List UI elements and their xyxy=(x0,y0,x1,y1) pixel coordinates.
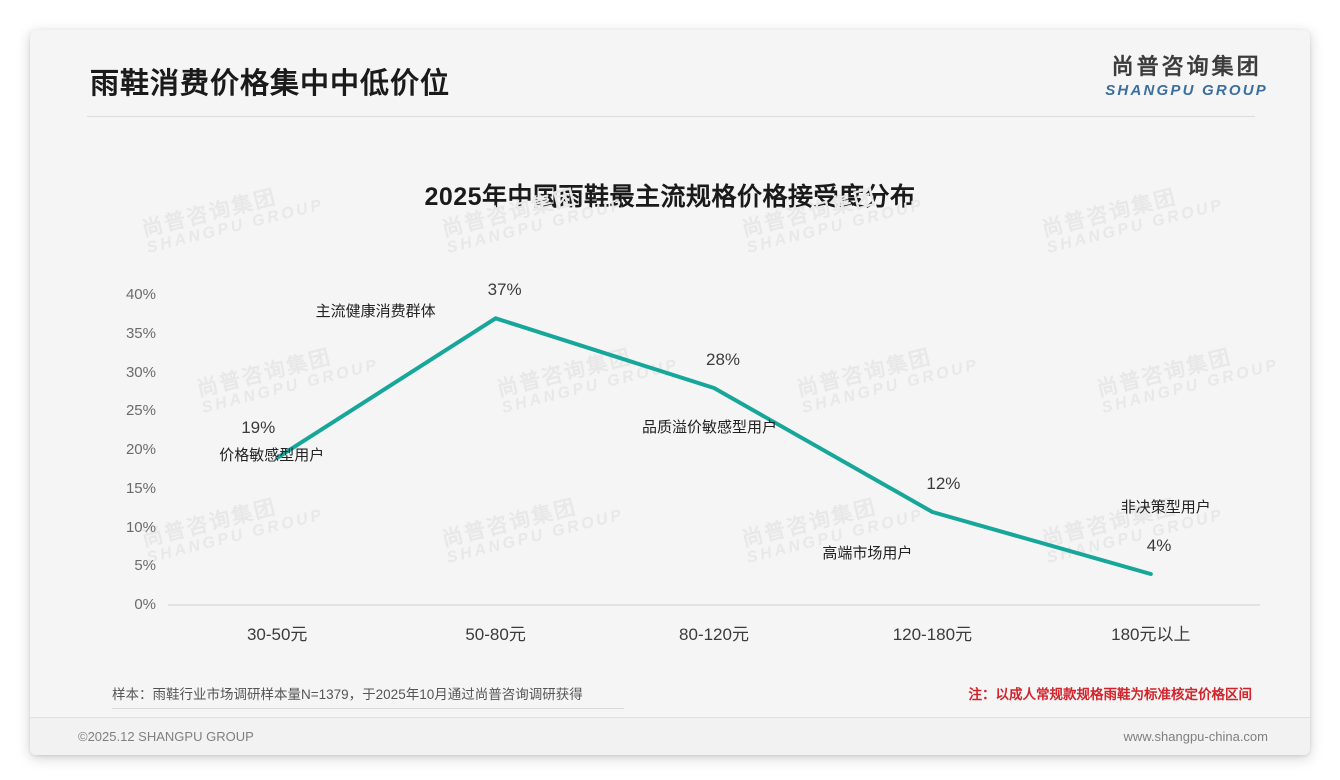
data-point-annotation: 非决策型用户 xyxy=(1120,499,1211,516)
data-series-line xyxy=(275,316,1153,576)
data-point-annotation: 品质溢价敏感型用户 xyxy=(642,419,778,436)
x-axis-tick: 180元以上 xyxy=(1111,625,1191,644)
chart-title: 2025年中国雨鞋最主流规格价格接受度分布 xyxy=(424,183,916,211)
y-axis-tick: 0% xyxy=(134,596,156,613)
y-axis-tick: 15% xyxy=(125,479,156,497)
footer-copyright: ©2025.12 SHANGPU GROUP xyxy=(78,729,254,744)
brand-logo: 尚普咨询集团 SHANGPU GROUP xyxy=(1105,54,1268,99)
brand-logo-cn: 尚普咨询集团 xyxy=(1111,54,1262,79)
notes-row: 样本：雨鞋行业市场调研样本量N=1379，于2025年10月通过尚普咨询调研获得… xyxy=(30,675,1310,715)
header-divider xyxy=(87,116,1255,117)
x-axis-tick: 50-80元 xyxy=(465,625,526,644)
y-axis-tick: 35% xyxy=(125,324,156,342)
methodology-note: 注：以成人常规款规格雨鞋为标准核定价格区间 xyxy=(968,687,1253,702)
data-point-annotation: 价格敏感型用户 xyxy=(219,446,325,464)
x-axis-tick: 30-50元 xyxy=(246,625,308,644)
footer-divider xyxy=(30,717,1310,718)
x-axis-tick: 80-120元 xyxy=(679,625,749,644)
slide-header: 雨鞋消费价格集中中低价位 尚普咨询集团 SHANGPU GROUP xyxy=(30,30,1310,116)
data-point-value: 37% xyxy=(487,280,522,300)
data-point-value: 19% xyxy=(241,417,276,437)
chart-plot-area xyxy=(168,316,1260,606)
footer-website[interactable]: www.shangpu-china.com xyxy=(1123,729,1268,744)
data-point-annotation: 主流健康消费群体 xyxy=(315,303,436,321)
data-point-value: 12% xyxy=(926,474,961,493)
y-axis-tick: 10% xyxy=(125,518,156,536)
x-axis-tick: 120-180元 xyxy=(892,625,973,644)
slide-card: 雨鞋消费价格集中中低价位 尚普咨询集团 SHANGPU GROUP 2025年中… xyxy=(30,30,1310,755)
chart-panel: 2025年中国雨鞋最主流规格价格接受度分布 尚普咨询集团 SHANGPU GROU… xyxy=(30,135,1310,665)
y-axis-tick: 5% xyxy=(134,557,156,575)
y-axis-tick: 40% xyxy=(125,286,156,303)
data-point-value: 4% xyxy=(1146,536,1172,555)
sample-note: 样本：雨鞋行业市场调研样本量N=1379，于2025年10月通过尚普咨询调研获得 xyxy=(112,687,583,702)
page-title: 雨鞋消费价格集中中低价位 xyxy=(90,68,451,100)
y-axis-tick: 25% xyxy=(125,402,156,420)
data-point-annotation: 高端市场用户 xyxy=(822,545,913,562)
slide-footer: ©2025.12 SHANGPU GROUP www.shangpu-china… xyxy=(30,718,1310,755)
brand-logo-en: SHANGPU GROUP xyxy=(1105,82,1268,99)
sample-note-underline xyxy=(112,708,624,709)
y-axis-tick: 20% xyxy=(125,441,156,458)
y-axis-tick: 30% xyxy=(125,363,156,381)
data-point-value: 28% xyxy=(706,350,741,369)
